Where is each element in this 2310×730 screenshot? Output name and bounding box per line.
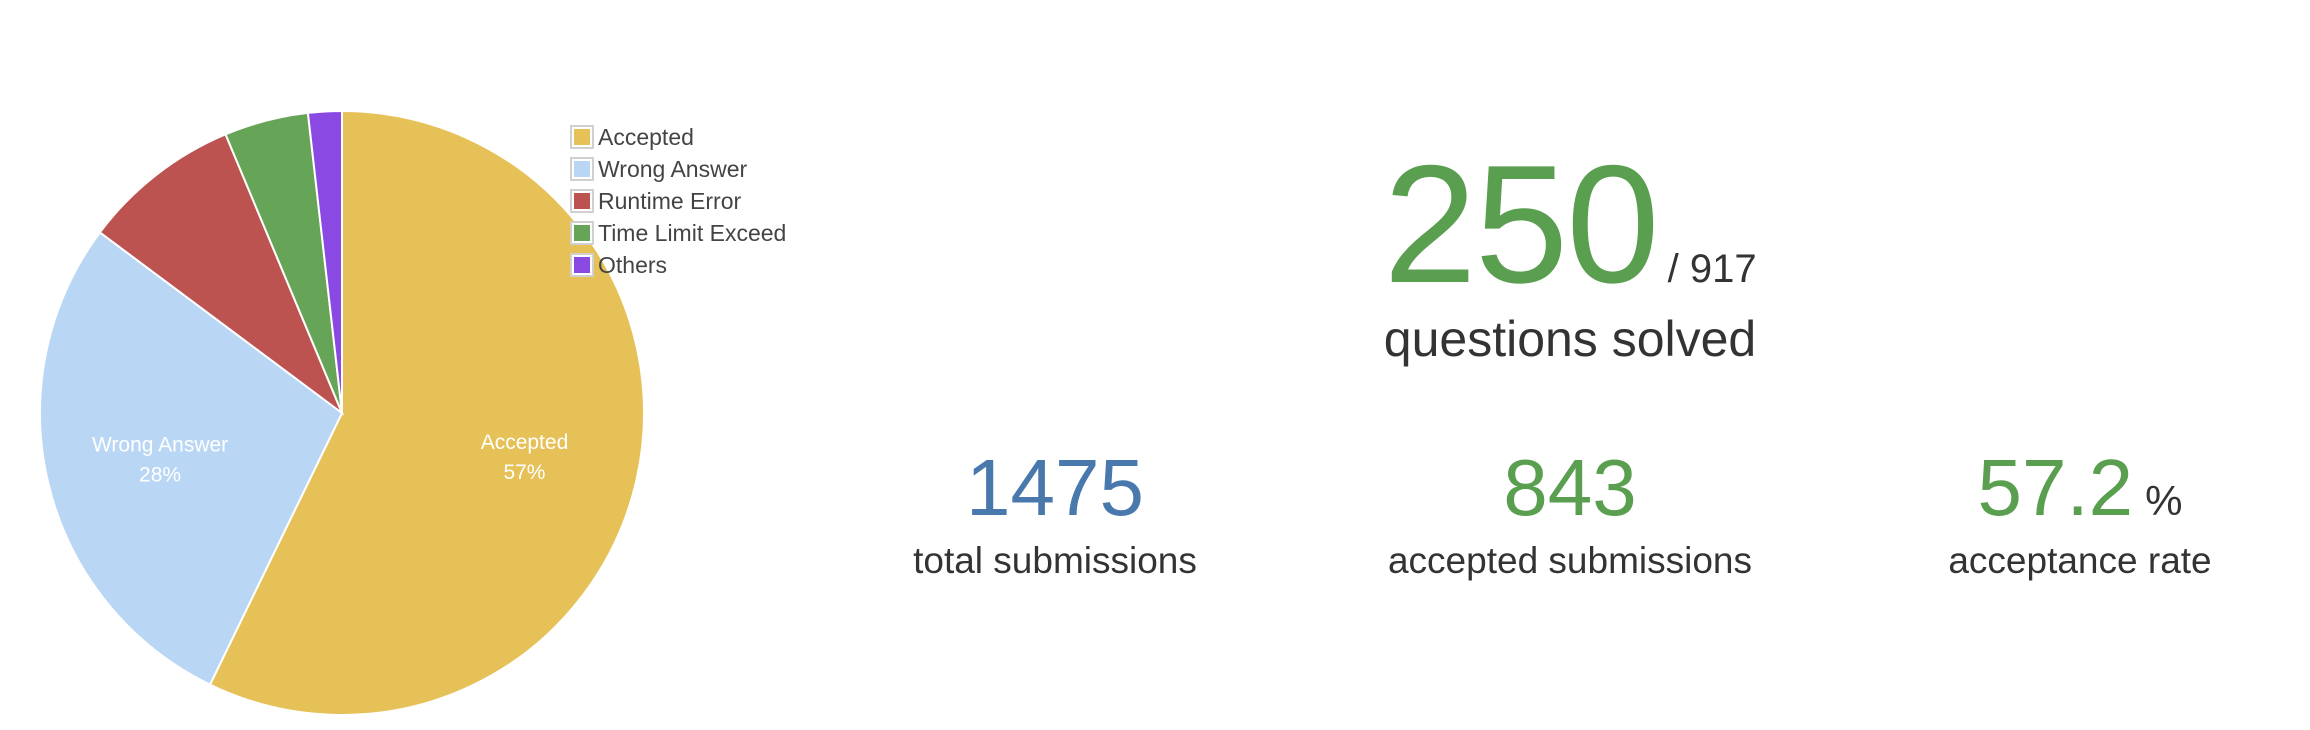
legend-item-accepted[interactable]: Accepted: [570, 121, 786, 153]
legend-swatch-wrong-answer: [570, 157, 594, 181]
submission-pie-chart: Accepted 57% Wrong Answer 28%: [39, 109, 645, 716]
pie-data-label-wrong-answer: Wrong Answer: [92, 433, 228, 456]
acceptance-rate-unit: %: [2145, 477, 2183, 524]
legend-label-others: Others: [598, 251, 668, 278]
pie-pct-label-accepted: 57%: [503, 461, 545, 484]
solved-caption: questions solved: [1383, 311, 1757, 367]
legend-label-runtime-error: Runtime Error: [598, 187, 742, 214]
total-submissions-stat: 1475 total submissions: [855, 448, 1255, 582]
accepted-submissions-value: 843: [1503, 443, 1637, 532]
legend-swatch-runtime-error: [570, 189, 594, 213]
legend-swatch-others: [570, 253, 594, 277]
accepted-submissions-stat: 843 accepted submissions: [1360, 448, 1780, 582]
legend-label-accepted: Accepted: [598, 123, 694, 150]
pie-slice-others[interactable]: [306, 109, 343, 414]
total-submissions-value: 1475: [966, 443, 1144, 532]
legend-item-time-limit-exceed[interactable]: Time Limit Exceed: [570, 217, 786, 249]
legend-swatch-time-limit-exceed: [570, 221, 594, 245]
legend-label-wrong-answer: Wrong Answer: [598, 155, 748, 182]
legend-item-runtime-error[interactable]: Runtime Error: [570, 185, 786, 217]
pie-data-label-accepted: Accepted: [481, 431, 569, 454]
legend-label-time-limit-exceed: Time Limit Exceed: [598, 219, 787, 246]
total-questions: / 917: [1667, 247, 1757, 291]
acceptance-rate-stat: 57.2% acceptance rate: [1880, 448, 2280, 582]
pie-slice-wrong-answer[interactable]: [39, 231, 344, 686]
pie-pct-label-wrong-answer: 28%: [139, 463, 181, 486]
total-submissions-caption: total submissions: [913, 540, 1197, 581]
chart-legend: Accepted Wrong Answer Runtime Error Time…: [570, 121, 786, 281]
acceptance-rate-row: 57.2%: [1880, 448, 2280, 528]
pie-slice-accepted[interactable]: [208, 109, 645, 716]
solved-count-row: 250/ 917: [1335, 140, 1805, 308]
acceptance-rate-value: 57.2: [1977, 443, 2134, 532]
legend-item-wrong-answer[interactable]: Wrong Answer: [570, 153, 786, 185]
legend-swatch-accepted: [570, 125, 594, 149]
pie-slice-runtime-error[interactable]: [98, 133, 345, 416]
accepted-submissions-caption: accepted submissions: [1387, 540, 1753, 581]
solved-count: 250: [1383, 130, 1659, 318]
legend-item-others[interactable]: Others: [570, 249, 786, 281]
acceptance-rate-caption: acceptance rate: [1948, 540, 2212, 581]
questions-solved-stat: 250/ 917 questions solved: [1335, 140, 1805, 368]
